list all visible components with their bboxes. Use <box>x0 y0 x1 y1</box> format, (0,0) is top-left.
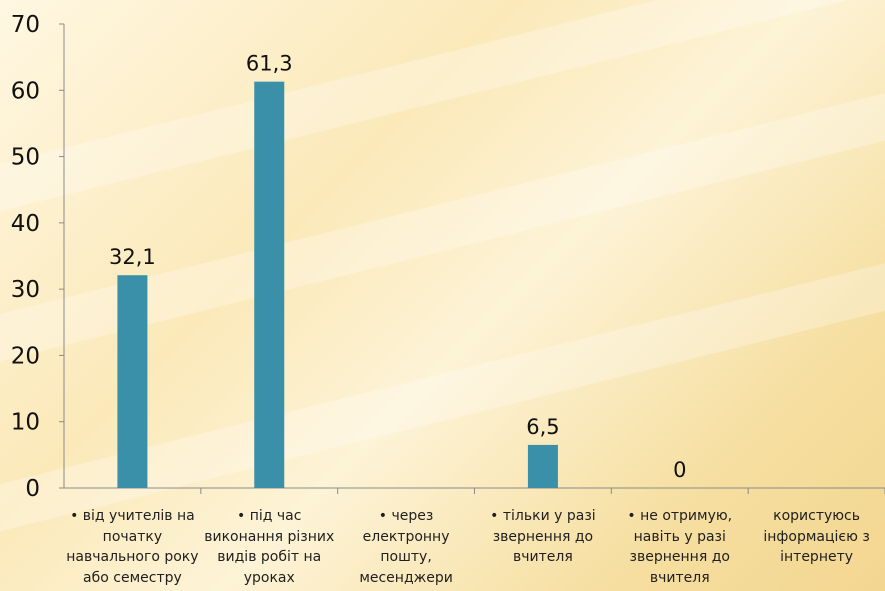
x-category-label: • від учителів на початку навчального ро… <box>66 508 199 586</box>
x-category-label: • через електронну пошту, месенджери <box>359 508 453 586</box>
x-category-label: • не отримую, навіть у разі звернення до… <box>627 508 733 586</box>
y-tick-label: 10 <box>11 410 40 436</box>
x-category-label: • під час виконання різних видів робіт н… <box>204 508 335 586</box>
bar <box>254 81 285 488</box>
data-label: 61,3 <box>246 52 293 76</box>
data-label: 0 <box>673 458 686 482</box>
y-tick-label: 30 <box>11 277 40 303</box>
x-category-label: • тільки у разі звернення до вчителя <box>490 508 596 565</box>
y-tick-label: 0 <box>25 476 40 502</box>
data-label: 6,5 <box>526 415 559 439</box>
y-tick-label: 40 <box>11 211 40 237</box>
bar <box>527 444 558 488</box>
y-tick-label: 70 <box>11 12 40 38</box>
y-tick-label: 50 <box>11 145 40 171</box>
x-category-label: користуюсь інформацією з інтернету <box>763 508 870 565</box>
data-label: 32,1 <box>109 245 156 269</box>
y-tick-label: 60 <box>11 78 40 104</box>
bar <box>117 275 148 488</box>
y-tick-label: 20 <box>11 343 40 369</box>
